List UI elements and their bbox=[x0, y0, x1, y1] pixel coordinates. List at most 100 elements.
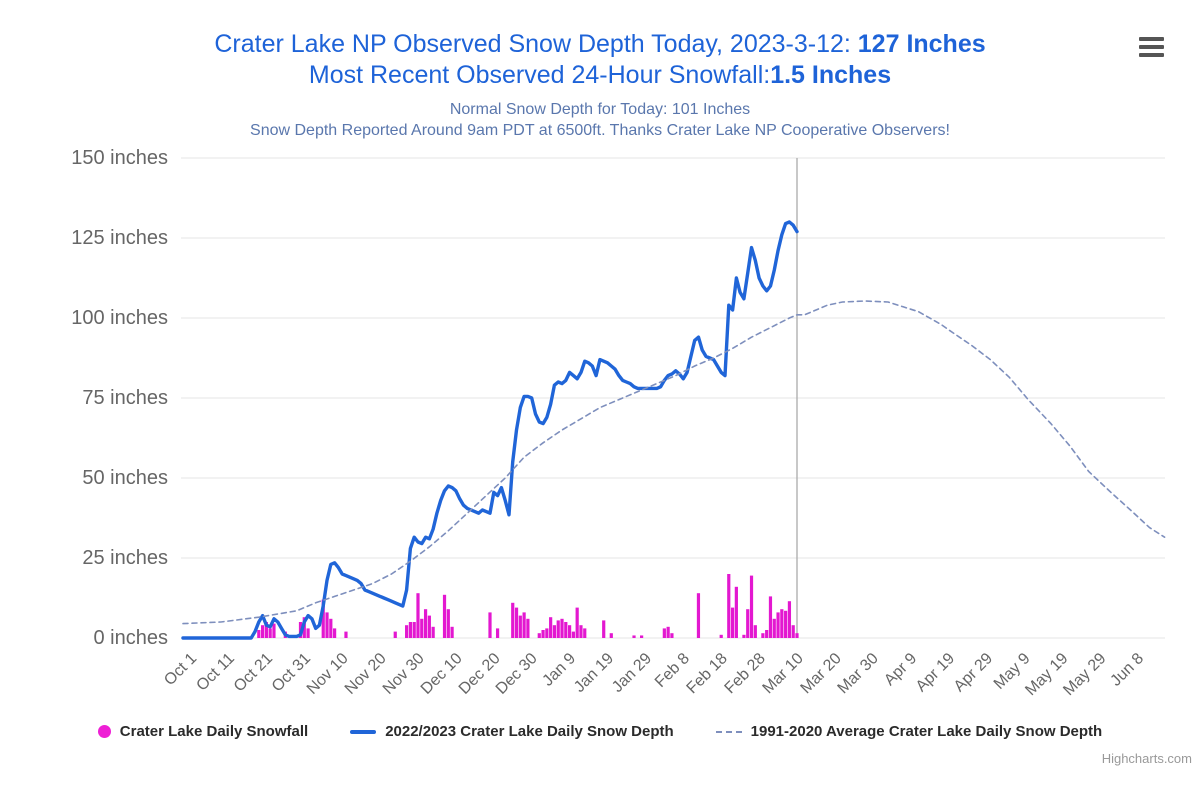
snowfall-bar bbox=[602, 620, 606, 638]
snowfall-bar bbox=[609, 633, 613, 638]
snowfall-title-text: Most Recent Observed 24-Hour Snowfall: bbox=[308, 61, 771, 89]
snowfall-bar bbox=[495, 628, 500, 638]
snowfall-bar bbox=[787, 601, 792, 638]
average-dashed-line-icon bbox=[715, 730, 742, 733]
y-axis-label: 100 inches bbox=[71, 307, 168, 329]
snowfall-bar bbox=[405, 625, 409, 638]
y-axis-label: 150 inches bbox=[71, 147, 168, 169]
snowfall-bar bbox=[795, 633, 799, 638]
snowfall-bar bbox=[753, 625, 757, 638]
snowfall-bar bbox=[431, 626, 435, 638]
snowfall-bar bbox=[260, 625, 265, 638]
snowfall-bar bbox=[583, 628, 587, 638]
legend-label: 2022/2023 Crater Lake Daily Snow Depth bbox=[385, 723, 674, 740]
chart-context-menu-button[interactable] bbox=[1139, 37, 1164, 57]
snowfall-marker-icon bbox=[97, 725, 111, 738]
snowfall-bar bbox=[541, 630, 545, 638]
y-axis-label: 75 inches bbox=[82, 387, 168, 409]
chart-title-line1: Crater Lake NP Observed Snow Depth Today… bbox=[0, 30, 1200, 59]
snowfall-bar bbox=[719, 634, 723, 638]
legend-label: Crater Lake Daily Snowfall bbox=[119, 723, 309, 740]
snowfall-bar bbox=[257, 630, 261, 638]
snowfall-bar bbox=[761, 633, 765, 638]
snowfall-bar bbox=[560, 618, 564, 638]
snowfall-bar bbox=[450, 626, 454, 638]
snowfall-bar bbox=[734, 586, 738, 638]
snowfall-bar bbox=[575, 607, 579, 638]
snowfall-bar bbox=[567, 625, 572, 638]
snowfall-bar bbox=[670, 633, 674, 638]
legend-item-2022-2023-depth[interactable]: 2022/2023 Crater Lake Daily Snow Depth bbox=[350, 723, 674, 740]
snowfall-bar bbox=[746, 609, 750, 638]
legend-item-average-depth[interactable]: 1991-2020 Average Crater Lake Daily Snow… bbox=[715, 723, 1103, 740]
snowfall-bar bbox=[526, 618, 530, 638]
snowfall-bar bbox=[765, 630, 769, 638]
chart-title-line2: Most Recent Observed 24-Hour Snowfall:1.… bbox=[0, 61, 1200, 90]
hamburger-icon bbox=[1139, 37, 1164, 41]
snowfall-bar bbox=[742, 634, 746, 638]
snowfall-bar bbox=[791, 625, 795, 638]
snowfall-bar bbox=[408, 622, 413, 638]
legend-label: 1991-2020 Average Crater Lake Daily Snow… bbox=[750, 723, 1103, 740]
snowfall-bar bbox=[412, 622, 416, 638]
snowfall-bar bbox=[776, 612, 780, 638]
snowfall-bar bbox=[416, 593, 420, 638]
chart-subtitle-line1: Normal Snow Depth for Today: 101 Inches bbox=[449, 101, 751, 118]
legend-item-daily-snowfall[interactable]: Crater Lake Daily Snowfall bbox=[97, 723, 309, 740]
chart-subtitle-line2: Snow Depth Reported Around 9am PDT at 65… bbox=[250, 122, 950, 139]
snowfall-24h-value: 1.5 Inches bbox=[770, 61, 892, 89]
snowfall-bar bbox=[333, 628, 337, 638]
snowfall-bar bbox=[784, 610, 788, 638]
hamburger-icon bbox=[1139, 45, 1164, 49]
snowfall-bar bbox=[321, 599, 325, 638]
observed-depth-line bbox=[181, 220, 799, 640]
snowfall-bar bbox=[514, 607, 519, 638]
snowfall-bar bbox=[556, 620, 560, 638]
snowfall-bar bbox=[632, 635, 636, 638]
snowfall-bar bbox=[564, 622, 568, 638]
average-depth-line bbox=[182, 300, 1166, 625]
snowfall-bar bbox=[329, 618, 333, 638]
snowfall-bar bbox=[727, 574, 731, 638]
observed-depth-value: 127 Inches bbox=[857, 30, 986, 58]
snowfall-bar bbox=[549, 617, 553, 638]
snowfall-bar bbox=[780, 609, 784, 638]
snowfall-bar bbox=[772, 618, 776, 638]
y-axis-label: 25 inches bbox=[82, 547, 168, 569]
y-axis-label: 0 inches bbox=[93, 627, 169, 649]
snowfall-bar bbox=[427, 615, 431, 638]
credits-link[interactable]: Highcharts.com bbox=[1101, 751, 1192, 766]
snowfall-bar bbox=[442, 594, 447, 638]
snowfall-bar bbox=[393, 631, 397, 638]
snowfall-bar bbox=[420, 618, 424, 638]
legend: Crater Lake Daily Snowfall 2022/2023 Cra… bbox=[0, 723, 1200, 740]
snowfall-bar bbox=[545, 628, 549, 638]
snowfall-bar bbox=[662, 628, 666, 638]
snowfall-bar bbox=[537, 633, 541, 638]
snowfall-bar bbox=[696, 593, 701, 638]
snowfall-bar bbox=[306, 628, 310, 638]
snowfall-bar bbox=[518, 615, 522, 638]
snowfall-bar bbox=[730, 607, 735, 638]
snowfall-bar bbox=[666, 626, 670, 638]
snowfall-bar bbox=[423, 609, 428, 638]
snowfall-bar bbox=[446, 609, 450, 638]
snowfall-bar bbox=[749, 575, 754, 638]
hamburger-icon bbox=[1139, 53, 1164, 57]
snowfall-bar bbox=[579, 625, 583, 638]
y-axis-label: 50 inches bbox=[82, 467, 168, 489]
snowfall-bar bbox=[344, 631, 348, 638]
snowfall-bar bbox=[522, 612, 526, 638]
snowfall-bar bbox=[325, 612, 329, 638]
depth-line-icon bbox=[350, 729, 377, 734]
y-axis-label: 125 inches bbox=[71, 227, 168, 249]
snowfall-bars bbox=[257, 574, 799, 638]
snowfall-bar bbox=[272, 623, 276, 638]
snowfall-bar bbox=[511, 602, 515, 638]
snowfall-bar bbox=[268, 628, 272, 638]
snowfall-bar bbox=[571, 631, 575, 638]
snowfall-bar bbox=[640, 635, 644, 638]
snowfall-bar bbox=[552, 625, 557, 638]
